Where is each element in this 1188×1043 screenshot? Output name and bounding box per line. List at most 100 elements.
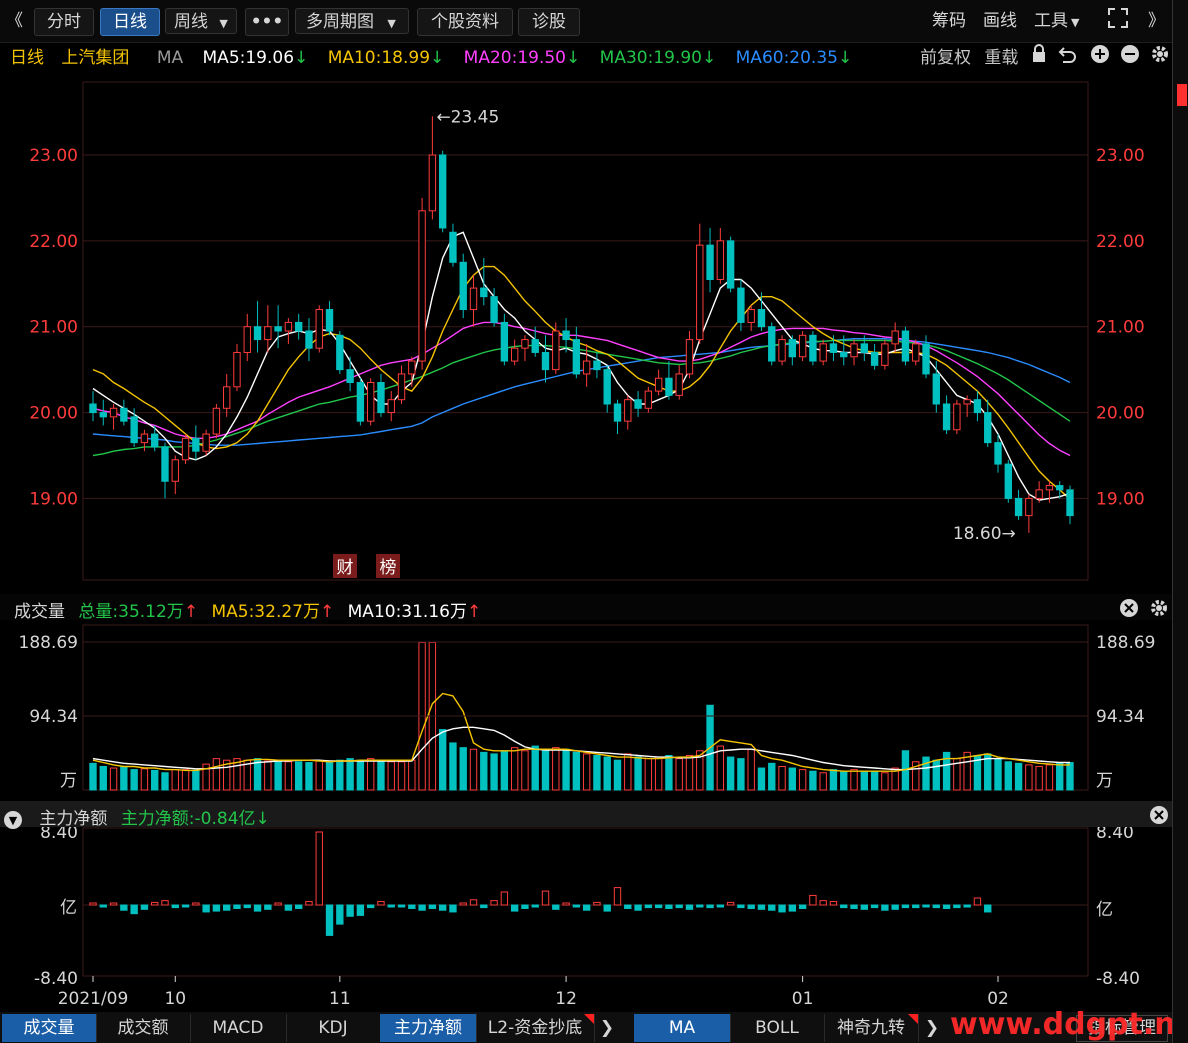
fund-bar (860, 904, 869, 910)
candle-body (603, 369, 611, 405)
volume-bar (223, 759, 231, 791)
tab-kdj[interactable]: KDJ (286, 1014, 381, 1042)
candle (654, 369, 663, 396)
volume-bar (1045, 764, 1054, 791)
candle-body (325, 309, 334, 332)
candle-body (562, 330, 570, 341)
down-arrow-icon: ↓ (837, 48, 853, 68)
candle (284, 318, 293, 344)
candle-body (1035, 489, 1043, 499)
collapse-icon[interactable]: ▼ (4, 811, 22, 829)
candle (582, 343, 591, 387)
tab-volume[interactable]: 成交量 (2, 1014, 97, 1042)
diagnose-button[interactable]: 诊股 (518, 8, 580, 36)
volume-bar (768, 762, 776, 791)
fund-bar (788, 904, 797, 912)
chart-control-icons (1033, 44, 1168, 63)
candle-body (644, 390, 653, 409)
volume-bar (469, 748, 478, 791)
indicator-manage-button[interactable]: 指标管理 (1076, 1015, 1168, 1042)
volume-bar (315, 760, 323, 791)
candle (1004, 459, 1012, 503)
x-tick-label: 2021/09 (58, 989, 129, 1009)
candle (1014, 489, 1023, 520)
candle-body (336, 334, 344, 371)
tab-daily[interactable]: 日线 (100, 8, 160, 36)
fund-title[interactable]: 主力净额 (39, 809, 108, 829)
right-side-panel[interactable] (1172, 0, 1188, 1043)
multi-period-button[interactable]: 多周期图 ▼ (295, 8, 409, 34)
volume-bar (161, 772, 169, 791)
gear-icon[interactable] (1151, 600, 1167, 616)
tab-intraday[interactable]: 分时 (34, 8, 94, 36)
tab-main-fund[interactable]: 主力净额 (380, 1014, 477, 1042)
fund-bar (264, 904, 272, 910)
expand-icon[interactable] (1106, 6, 1130, 38)
tools-button[interactable]: 工具 ▼ (1034, 8, 1079, 36)
fund-unit-left: 亿 (60, 898, 77, 918)
stock-info-button[interactable]: 个股资料 (417, 8, 513, 36)
tab-macd[interactable]: MACD (190, 1014, 287, 1042)
candle (377, 373, 385, 417)
fund-bar (922, 904, 930, 908)
fund-bar (243, 904, 251, 909)
ma-label[interactable]: MA (156, 48, 184, 68)
candle-body (685, 339, 694, 375)
volume-ma10: MA10:31.16万↑ (348, 602, 482, 622)
tab-magic-nine[interactable]: 神奇九转 (824, 1014, 919, 1042)
volume-title[interactable]: 成交量 (14, 602, 65, 622)
forward-button[interactable]: 》 (1148, 11, 1165, 31)
chevron-right-icon[interactable]: ❯ (599, 1018, 615, 1038)
volume-bar (788, 767, 797, 791)
adjust-button[interactable]: 前复权 (920, 48, 971, 68)
volume-tick-label: 94.34 (1096, 707, 1145, 727)
more-button[interactable]: ••• (245, 8, 289, 36)
volume-bar (613, 759, 622, 791)
fund-bar (582, 904, 591, 911)
candle-body (387, 399, 395, 414)
tab-turnover[interactable]: 成交额 (96, 1014, 191, 1042)
fund-bar (665, 904, 673, 909)
fund-bar (428, 904, 437, 909)
candle (99, 399, 107, 426)
tab-ma[interactable]: MA (634, 1014, 731, 1042)
chevron-right-icon[interactable]: ❯ (924, 1018, 940, 1038)
reload-button[interactable]: 重载 (984, 48, 1019, 68)
volume-tick-label: 188.69 (1096, 633, 1155, 653)
zoom-out-icon[interactable] (1121, 45, 1139, 63)
zoom-in-icon[interactable] (1091, 45, 1109, 63)
lock-icon[interactable] (1033, 44, 1045, 62)
candle (397, 365, 406, 404)
candle-body (829, 343, 838, 353)
gear-icon[interactable] (1152, 46, 1168, 62)
tab-l2-bottom-fishing[interactable]: L2-资金抄底 (476, 1014, 595, 1042)
up-arrow-icon: ↑ (466, 602, 482, 622)
kline-chart[interactable]: 23.00 23.00 22.00 22.00 21.00 21.00 20.00 20.00… (0, 70, 1172, 1012)
tab-boll[interactable]: BOLL (730, 1014, 825, 1042)
candle (634, 391, 642, 417)
chips-button[interactable]: 筹码 (932, 11, 966, 31)
finance-badge[interactable]: 财 (333, 554, 357, 578)
volume-bar (603, 756, 611, 791)
candle (973, 391, 982, 422)
back-button[interactable]: 《 (6, 11, 23, 31)
volume-panel-controls (1120, 599, 1167, 617)
candle-body (500, 321, 509, 362)
candle-body (840, 351, 848, 358)
volume-axis-labels: 188.69 188.69 94.34 94.34 (19, 633, 1156, 727)
undo-icon[interactable] (1058, 47, 1076, 63)
candle-body (284, 321, 293, 332)
period-select[interactable]: 周线 ▼ (165, 8, 237, 34)
candle (130, 408, 138, 447)
rank-badge[interactable]: 榜 (376, 554, 400, 578)
volume-bar (366, 758, 375, 791)
candle (510, 339, 519, 366)
candle-body (1004, 463, 1012, 499)
fund-panel-header (0, 801, 1172, 827)
close-icon[interactable] (1120, 599, 1138, 617)
draw-button[interactable]: 画线 (983, 11, 1017, 31)
volume-bar (171, 769, 179, 791)
candle (459, 253, 467, 319)
fund-bar (120, 904, 128, 911)
close-icon[interactable] (1150, 806, 1168, 824)
